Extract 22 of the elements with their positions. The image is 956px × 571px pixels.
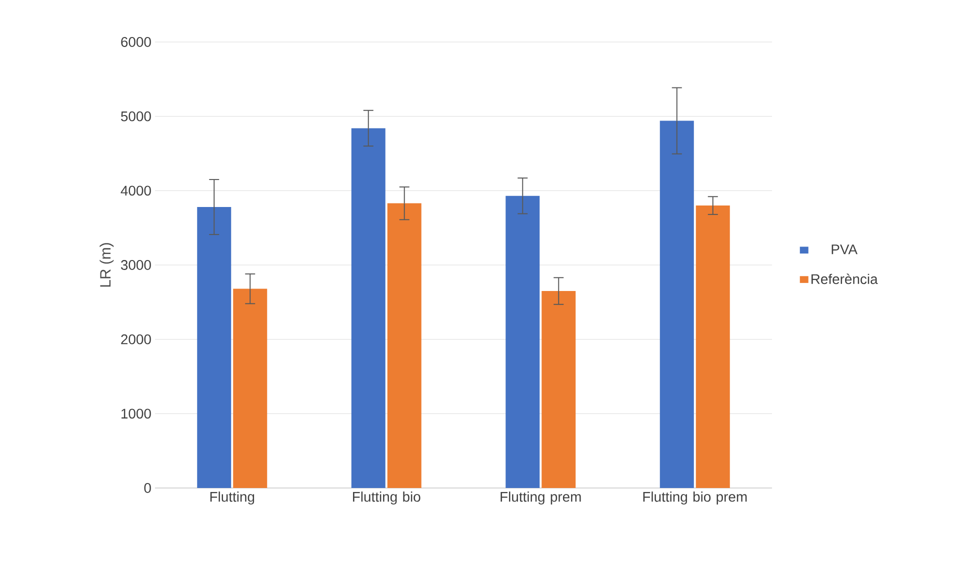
y-tick-label: 6000 [121,37,151,47]
y-tick-label: 1000 [122,408,151,419]
bar [197,207,232,488]
bar [387,203,422,488]
bar [696,206,730,488]
bar [506,196,540,488]
bar [542,291,576,488]
x-tick-label: Flutting [210,492,254,505]
x-tick-label: Flutting bio prem [643,492,747,505]
x-tick-label: Flutting prem [500,492,581,505]
bar [660,120,694,488]
y-tick-label: 2000 [121,334,151,344]
y-tick-label: 5000 [121,111,151,122]
bar [233,288,268,488]
y-axis-title: LR (m) [100,243,114,287]
y-tick-label: 3000 [120,260,151,270]
y-tick-label: 4000 [120,186,151,196]
x-tick-label: Flutting bio [353,492,420,505]
legend-label: Referència [812,274,878,284]
legend-label: PVA [832,244,858,254]
y-tick-label: 0 [144,483,151,493]
bar [351,128,386,488]
